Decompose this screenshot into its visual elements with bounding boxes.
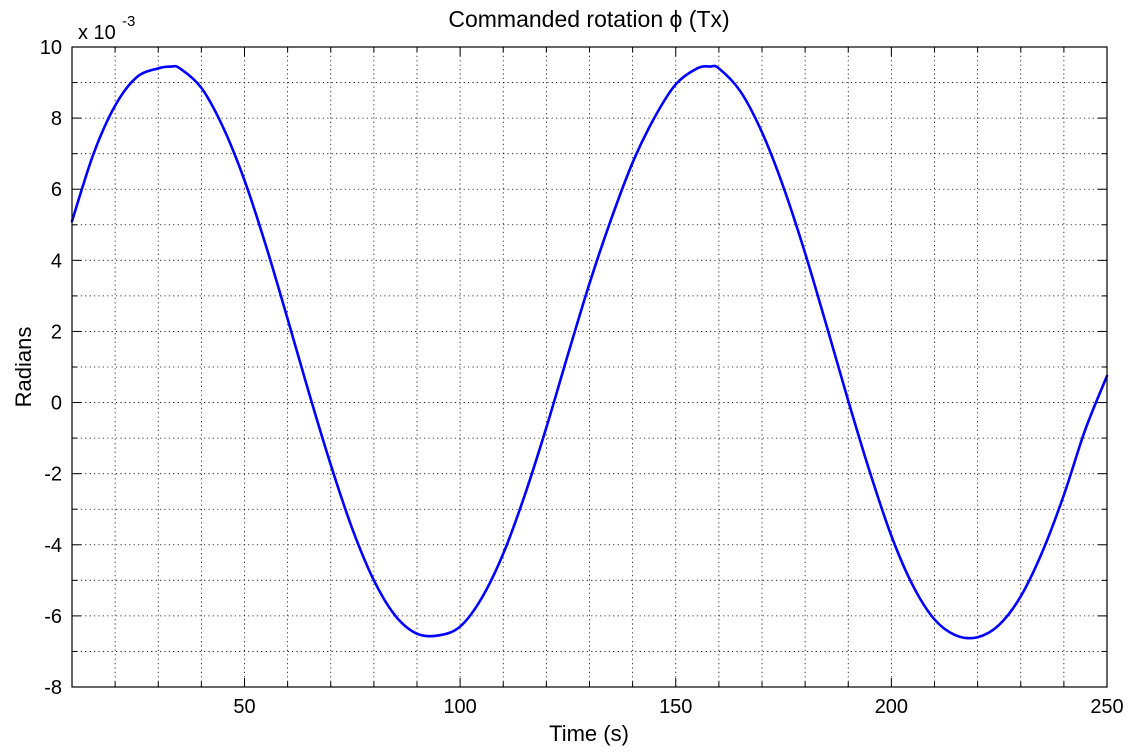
tick-marks [72, 47, 1107, 687]
y-scale-exponent: -3 [122, 13, 135, 30]
x-axis-label: Time (s) [549, 721, 629, 746]
chart-title: Commanded rotation ϕ (Tx) [448, 6, 729, 32]
y-axis-label: Radians [11, 327, 36, 408]
y-scale-multiplier: x 10 [78, 22, 116, 44]
plot-area [72, 47, 1107, 687]
y-tick-label: 8 [51, 108, 62, 130]
series-layer [70, 64, 1109, 640]
x-tick-label: 100 [443, 696, 476, 718]
y-tick-label: -4 [44, 535, 62, 557]
y-tick-label: 10 [40, 37, 62, 59]
y-tick-label: -8 [44, 677, 62, 699]
x-tick-label: 200 [875, 696, 908, 718]
y-tick-label: -2 [44, 464, 62, 486]
series-line [70, 64, 1109, 640]
y-tick-label: 6 [51, 179, 62, 201]
tick-labels: 50 100 150 200 250 -8 -6 -4 -2 0 2 4 6 8 10 [40, 37, 1124, 718]
y-tick-label: 4 [51, 250, 62, 272]
x-tick-label: 50 [233, 696, 255, 718]
y-tick-label: 2 [51, 321, 62, 343]
x-tick-label: 150 [659, 696, 692, 718]
grid [72, 47, 1107, 687]
y-tick-label: -6 [44, 606, 62, 628]
y-tick-label: 0 [51, 393, 62, 415]
x-tick-label: 250 [1090, 696, 1123, 718]
